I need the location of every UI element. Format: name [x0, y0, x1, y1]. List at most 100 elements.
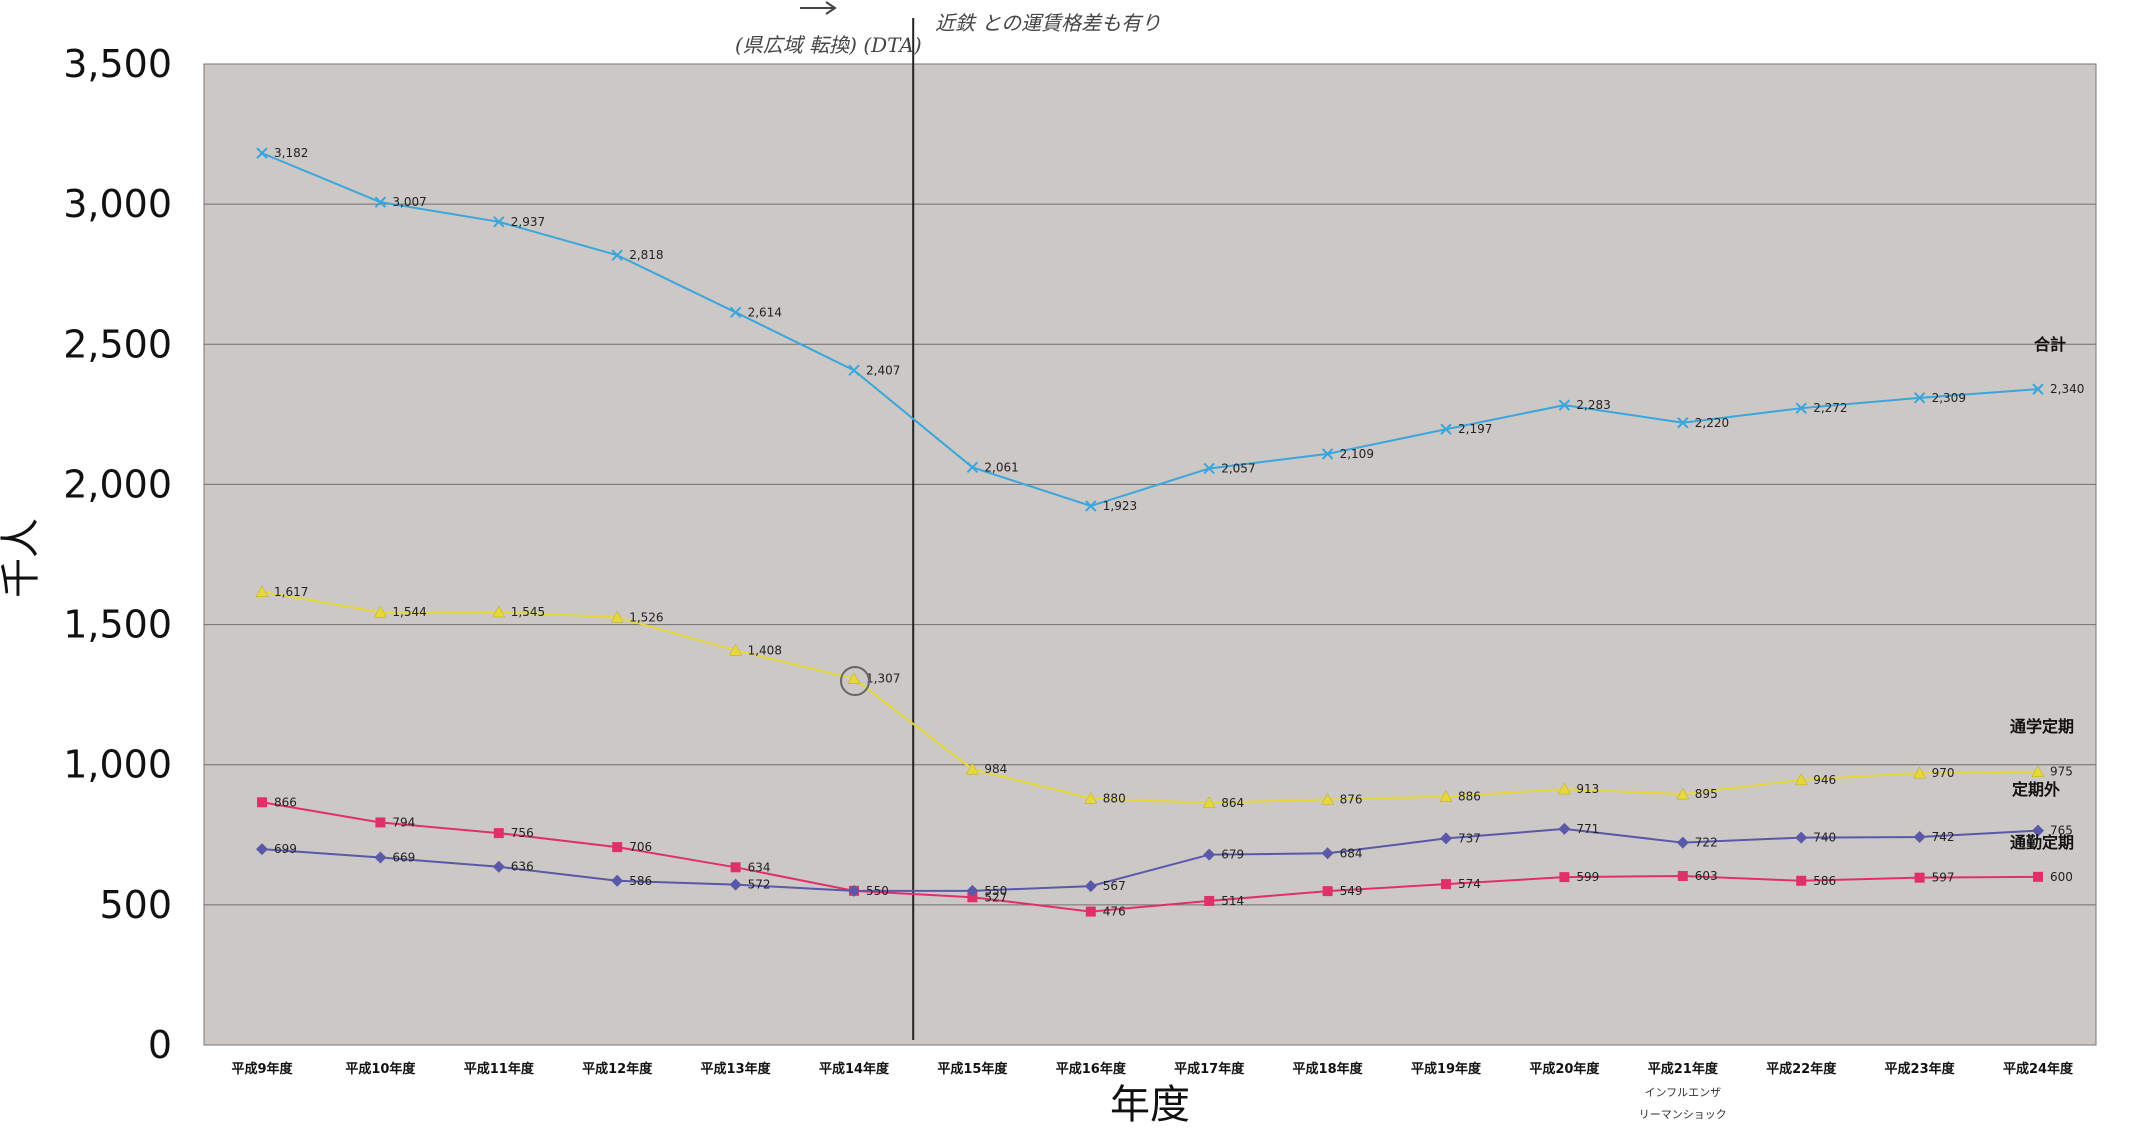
data-point — [493, 216, 505, 228]
data-point — [847, 672, 861, 684]
data-point — [256, 843, 268, 856]
data-point — [375, 817, 386, 828]
data-label: 740 — [1813, 831, 1836, 845]
data-point — [257, 797, 267, 808]
data-label: 2,220 — [1695, 416, 1729, 430]
data-label: 1,545 — [511, 605, 545, 619]
data-point — [1913, 766, 1927, 779]
data-point — [1204, 895, 1215, 906]
data-label: 946 — [1813, 773, 1836, 787]
data-point — [729, 878, 742, 891]
data-point — [966, 461, 979, 474]
data-label: 1,544 — [392, 605, 426, 619]
x-tick-label: 平成17年度 — [1174, 1061, 1245, 1077]
data-label: 864 — [1221, 796, 1244, 810]
data-label: 567 — [1103, 879, 1126, 893]
x-tick-label: 平成20年度 — [1529, 1061, 1600, 1077]
y-tick-label: 3,000 — [63, 182, 172, 226]
x-axis-ticks: 平成9年度 平成10年度 平成11年度 平成12年度 平成13年度 平成14年度 平成15年… — [231, 1061, 2074, 1121]
data-label: 886 — [1458, 790, 1481, 804]
series-layer: 3,182 3,007 2,937 2,818 2,614 2,407 2,061 1,923… — [255, 146, 2084, 919]
annotation-circle — [840, 666, 870, 696]
series-line — [261, 152, 2039, 508]
data-point — [1203, 848, 1216, 861]
x-tick-label: 平成16年度 — [1056, 1061, 1127, 1077]
x-tick-label: 平成22年度 — [1766, 1061, 1837, 1077]
handwritten-notes: (県広域 転換) (DTA) 近鉄 との運賃格差も有り — [735, 1, 1161, 57]
data-label: 984 — [984, 762, 1007, 776]
data-label: 2,340 — [2050, 382, 2084, 396]
data-label: 550 — [984, 884, 1007, 898]
data-point — [1321, 792, 1335, 805]
data-point — [1913, 392, 1926, 404]
data-point — [1794, 773, 1808, 786]
data-label: 684 — [1340, 846, 1363, 860]
data-point — [730, 862, 741, 873]
data-label: 527 — [984, 890, 1007, 904]
data-point — [1677, 417, 1689, 429]
data-label: 706 — [629, 840, 652, 854]
series-name-label: 合計 — [2034, 335, 2066, 354]
data-point — [848, 884, 860, 897]
data-point — [1084, 791, 1098, 804]
data-point — [2032, 824, 2044, 837]
data-label: 866 — [274, 795, 297, 809]
y-axis-ticks: 0 500 1,000 1,500 2,000 2,500 3,000 3,500 — [63, 42, 172, 1067]
data-label: 600 — [2050, 870, 2073, 884]
data-point — [1795, 831, 1808, 844]
data-label: 2,061 — [984, 460, 1018, 474]
data-label: 742 — [1932, 830, 1955, 844]
data-point — [493, 828, 504, 839]
data-point — [374, 196, 387, 208]
data-label: 476 — [1103, 905, 1126, 919]
data-point — [1913, 831, 1926, 844]
data-point — [967, 892, 978, 903]
data-point — [1914, 872, 1925, 883]
data-label: 1,617 — [274, 585, 308, 599]
x-tick-label: 平成11年度 — [464, 1061, 535, 1077]
data-point — [2033, 871, 2043, 882]
data-point — [256, 147, 268, 159]
data-label: 514 — [1221, 894, 1244, 908]
x-tick-label: 平成24年度 — [2003, 1061, 2074, 1077]
data-point — [1085, 500, 1097, 512]
data-point — [1558, 399, 1571, 411]
data-label: 3,007 — [392, 195, 426, 209]
data-label: 1,307 — [866, 672, 900, 686]
data-label: 2,109 — [1340, 447, 1374, 461]
data-label: 771 — [1576, 822, 1599, 836]
data-point — [1321, 448, 1334, 460]
data-label: 3,182 — [274, 146, 308, 160]
series-line — [261, 590, 2039, 804]
data-point — [255, 585, 269, 598]
y-tick-label: 500 — [99, 883, 172, 927]
data-point — [1558, 822, 1571, 835]
data-label: 586 — [629, 874, 652, 888]
series-line — [261, 827, 2039, 892]
data-point — [612, 842, 623, 853]
data-point — [492, 605, 506, 618]
data-point — [2031, 765, 2045, 777]
plot-area — [203, 63, 2097, 1046]
y-tick-label: 3,500 — [63, 42, 172, 86]
handwritten-note: (県広域 転換) (DTA) — [735, 33, 922, 57]
y-tick-label: 1,000 — [63, 743, 172, 787]
data-point — [610, 610, 624, 623]
data-label: 669 — [392, 850, 415, 864]
data-label: 913 — [1576, 782, 1599, 796]
data-label: 876 — [1340, 792, 1363, 806]
data-label: 975 — [2050, 765, 2073, 779]
data-label: 970 — [1932, 766, 1955, 780]
data-point — [1559, 872, 1570, 883]
data-point — [611, 874, 624, 887]
data-point — [1796, 875, 1807, 886]
x-tick-label: 平成21年度 — [1648, 1061, 1719, 1077]
data-label: 722 — [1695, 836, 1718, 850]
x-tick-label: 平成10年度 — [345, 1061, 416, 1077]
x-tick-label: 平成9年度 — [231, 1061, 293, 1077]
data-label: 895 — [1695, 787, 1718, 801]
data-label: 636 — [511, 860, 534, 874]
data-point — [1676, 836, 1689, 849]
data-point — [965, 762, 979, 775]
